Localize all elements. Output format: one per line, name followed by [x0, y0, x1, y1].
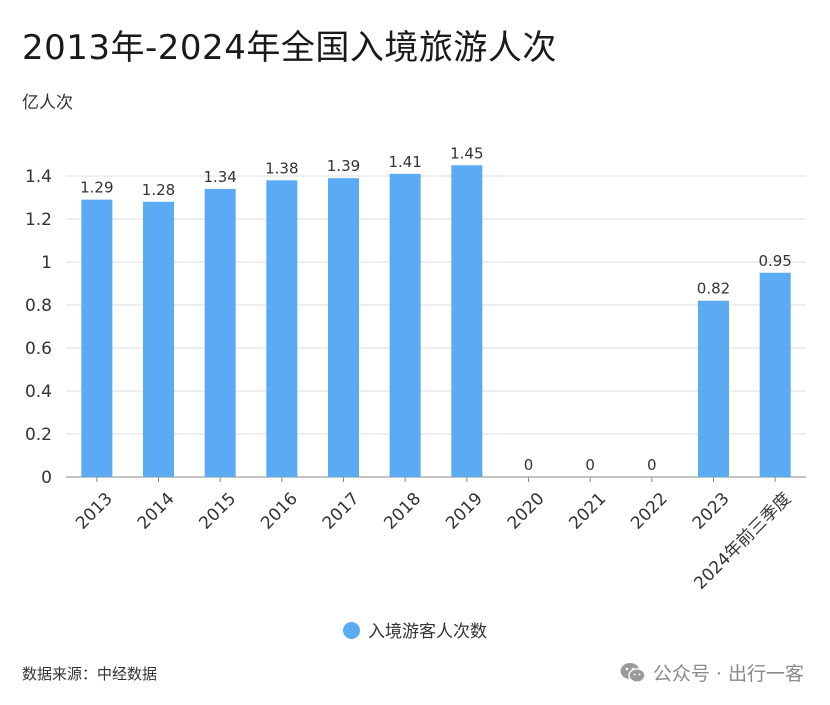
- data-label: 0: [647, 456, 657, 474]
- data-label: 0.95: [758, 252, 791, 270]
- watermark: 公众号 · 出行一客: [619, 659, 804, 686]
- x-tick-label: 2014: [134, 489, 179, 534]
- bar: [328, 178, 359, 477]
- x-tick-label: 2019: [442, 489, 487, 534]
- watermark-text: 公众号 · 出行一客: [652, 663, 804, 685]
- bar: [204, 188, 236, 477]
- bar-chart: 0 0.2 0.4 0.6 0.8 1 1.2 1.4 1.29 2013 1.28 2014 1.34…: [25, 144, 806, 594]
- bar: [451, 165, 483, 477]
- x-tick-label: 2017: [319, 489, 364, 534]
- data-label: 1.39: [327, 157, 360, 175]
- legend-swatch: [343, 622, 360, 639]
- data-label: 1.38: [265, 159, 298, 177]
- x-tick-label: 2018: [380, 489, 425, 534]
- x-tick-label: 2015: [195, 489, 240, 534]
- y-tick-label: 0.8: [25, 296, 52, 316]
- y-tick-label: 1.2: [25, 210, 52, 230]
- x-tick-label: 2022: [627, 489, 672, 534]
- wechat-icon: [620, 662, 646, 683]
- y-tick-label: 1: [41, 253, 52, 273]
- bar: [143, 201, 174, 478]
- data-label: 1.34: [203, 168, 236, 186]
- y-tick-label: 0: [41, 468, 52, 488]
- legend: 入境游客人次数: [0, 617, 830, 642]
- y-tick-label: 0.6: [25, 339, 52, 359]
- data-label: 0: [585, 456, 595, 474]
- y-tick-label: 0.2: [25, 425, 52, 445]
- data-label: 1.28: [142, 181, 175, 199]
- chart-title: 2013年-2024年全国入境旅游人次: [22, 28, 557, 68]
- x-tick-label: 2023: [689, 489, 734, 534]
- y-axis-unit-label: 亿人次: [22, 93, 73, 113]
- bar: [759, 272, 791, 477]
- bar: [698, 300, 729, 477]
- x-tick-label: 2016: [257, 489, 302, 534]
- data-label: 0: [524, 456, 534, 474]
- legend-label: 入境游客人次数: [368, 622, 487, 642]
- x-tick-label: 2013: [72, 489, 117, 534]
- data-label: 1.45: [450, 144, 483, 162]
- x-tick-label: 2021: [565, 489, 610, 534]
- bar: [266, 180, 298, 478]
- data-source: 数据来源：中经数据: [22, 665, 158, 683]
- y-tick-label: 1.4: [25, 167, 52, 187]
- x-tick-label: 2020: [504, 489, 549, 534]
- data-label: 0.82: [697, 280, 730, 298]
- y-tick-label: 0.4: [25, 382, 52, 402]
- bar: [389, 173, 421, 477]
- data-label: 1.41: [388, 153, 421, 171]
- data-label: 1.29: [80, 179, 113, 197]
- bar: [81, 199, 113, 477]
